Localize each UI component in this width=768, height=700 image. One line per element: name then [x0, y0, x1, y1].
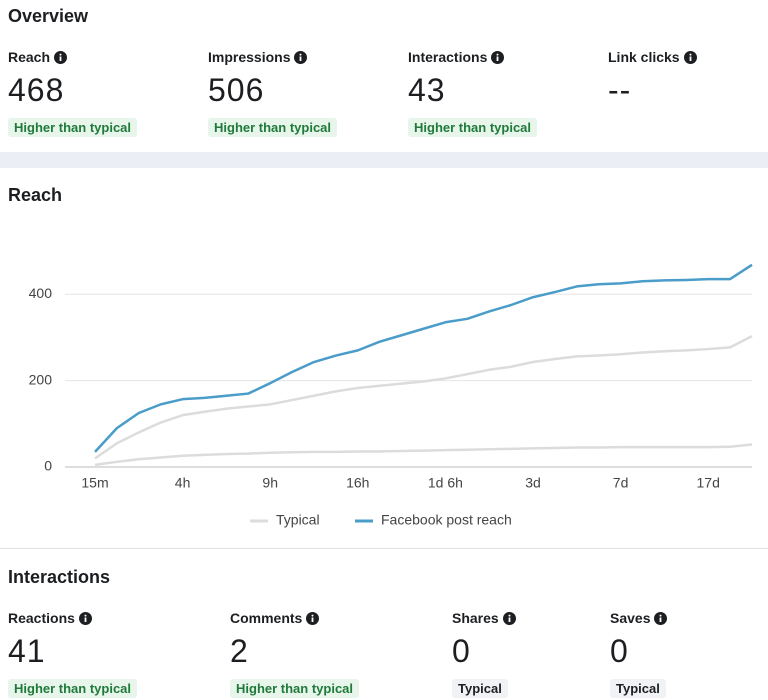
typical-high-line [94, 334, 753, 460]
metric: Comments 2 Higher than typical [230, 609, 360, 698]
x-tick-label: 17d [697, 475, 720, 491]
typical-low-line [94, 443, 753, 467]
metric-value: 468 [8, 72, 65, 108]
x-tick-label: 9h [262, 475, 278, 491]
y-tick-label: 0 [44, 458, 52, 474]
metric-label: Comments [230, 610, 303, 626]
metric-value: 2 [230, 633, 249, 669]
metric-label-row: Impressions [208, 48, 337, 66]
metric-label: Reactions [8, 610, 75, 626]
metric: Reactions 41 Higher than typical [8, 609, 138, 698]
info-icon[interactable] [654, 611, 668, 625]
info-icon[interactable] [78, 611, 92, 625]
chart: 0 200 400 15m 4h 9h 16h 1d 6h 3d 7d 17d Typical Face… [29, 263, 753, 528]
overview-title: Overview [8, 6, 89, 26]
metric-label-row: Shares [452, 609, 516, 627]
info-icon[interactable] [491, 50, 505, 64]
info-icon[interactable] [683, 50, 697, 64]
metric-badge: Typical [610, 679, 666, 698]
metric: Reach 468 Higher than typical [8, 48, 138, 137]
metric: Saves 0 Typical [610, 609, 668, 698]
metric-value: -- [608, 72, 632, 108]
metric-badge: Higher than typical [8, 679, 138, 698]
metric-label: Impressions [208, 49, 291, 65]
chart-title: Reach [8, 185, 63, 205]
x-tick-label: 7d [613, 475, 629, 491]
metric-label: Shares [452, 610, 499, 626]
metric-value: 43 [408, 72, 446, 108]
metric-label: Link clicks [608, 49, 680, 65]
metric-value: 506 [208, 72, 265, 108]
separator [0, 152, 768, 168]
metric-badge: Typical [452, 679, 508, 698]
y-tick-label: 200 [29, 371, 53, 387]
x-tick-label: 16h [346, 475, 369, 491]
info-icon[interactable] [502, 611, 516, 625]
divider [0, 548, 768, 549]
x-tick-label: 3d [525, 475, 541, 491]
metric-badge: Higher than typical [408, 118, 538, 137]
metric-value: 0 [452, 633, 471, 669]
legend-label: Facebook post reach [381, 512, 512, 528]
y-tick-label: 400 [29, 285, 53, 301]
metric-label-row: Link clicks [608, 48, 697, 66]
metric-badge: Higher than typical [8, 118, 138, 137]
x-tick-label: 1d 6h [428, 475, 463, 491]
info-icon[interactable] [54, 50, 68, 64]
metric-label: Reach [8, 49, 51, 65]
metric-value: 41 [8, 633, 46, 669]
metric-label-row: Saves [610, 609, 668, 627]
info-icon[interactable] [294, 50, 308, 64]
metric: Link clicks -- [608, 48, 697, 110]
x-tick-label: 4h [175, 475, 191, 491]
series-line [94, 263, 753, 453]
metric-label-row: Comments [230, 609, 359, 627]
metric-label-row: Interactions [408, 48, 537, 66]
metric-label-row: Reactions [8, 609, 137, 627]
metric: Interactions 43 Higher than typical [408, 48, 538, 137]
interactions-title: Interactions [8, 567, 111, 587]
metric-badge: Higher than typical [230, 679, 360, 698]
info-icon[interactable] [306, 611, 320, 625]
metric-label-row: Reach [8, 48, 137, 66]
metric-label: Saves [610, 610, 651, 626]
metric-label: Interactions [408, 49, 488, 65]
metric-value: 0 [610, 633, 629, 669]
x-tick-label: 15m [81, 475, 108, 491]
metric-badge: Higher than typical [208, 118, 338, 137]
legend-label: Typical [276, 512, 320, 528]
metric: Shares 0 Typical [452, 609, 516, 698]
metric: Impressions 506 Higher than typical [208, 48, 338, 137]
